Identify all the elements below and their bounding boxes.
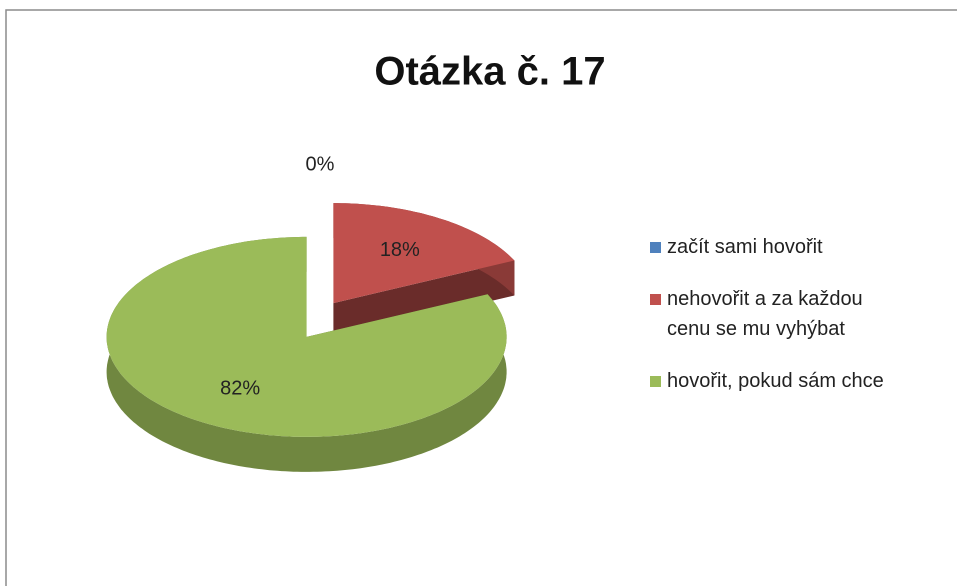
labels: 0% 18% 82% — [220, 153, 420, 399]
data-label: 82% — [220, 378, 260, 400]
legend-label: nehovořit a za každou cenu se mu vyhýbat — [667, 288, 863, 340]
legend-item: nehovořit a za každou cenu se mu vyhýbat — [650, 284, 950, 344]
legend-item: začít sami hovořit — [650, 232, 950, 262]
tops — [106, 203, 515, 437]
slice — [333, 203, 515, 304]
data-label: 18% — [380, 239, 420, 261]
slice-wall — [333, 260, 515, 339]
legend-swatch — [650, 376, 661, 387]
legend-swatch — [650, 294, 661, 305]
legend: začít sami hovořit nehovořit a za každou … — [650, 232, 950, 418]
chart-title: Otázka č. 17 — [374, 50, 605, 94]
data-label: 0% — [306, 153, 335, 175]
legend-swatch — [650, 242, 661, 253]
slice — [106, 236, 507, 437]
legend-label: hovořit, pokud sám chce — [667, 370, 884, 392]
legend-item: hovořit, pokud sám chce — [650, 366, 950, 396]
legend-label: začít sami hovořit — [667, 236, 823, 258]
